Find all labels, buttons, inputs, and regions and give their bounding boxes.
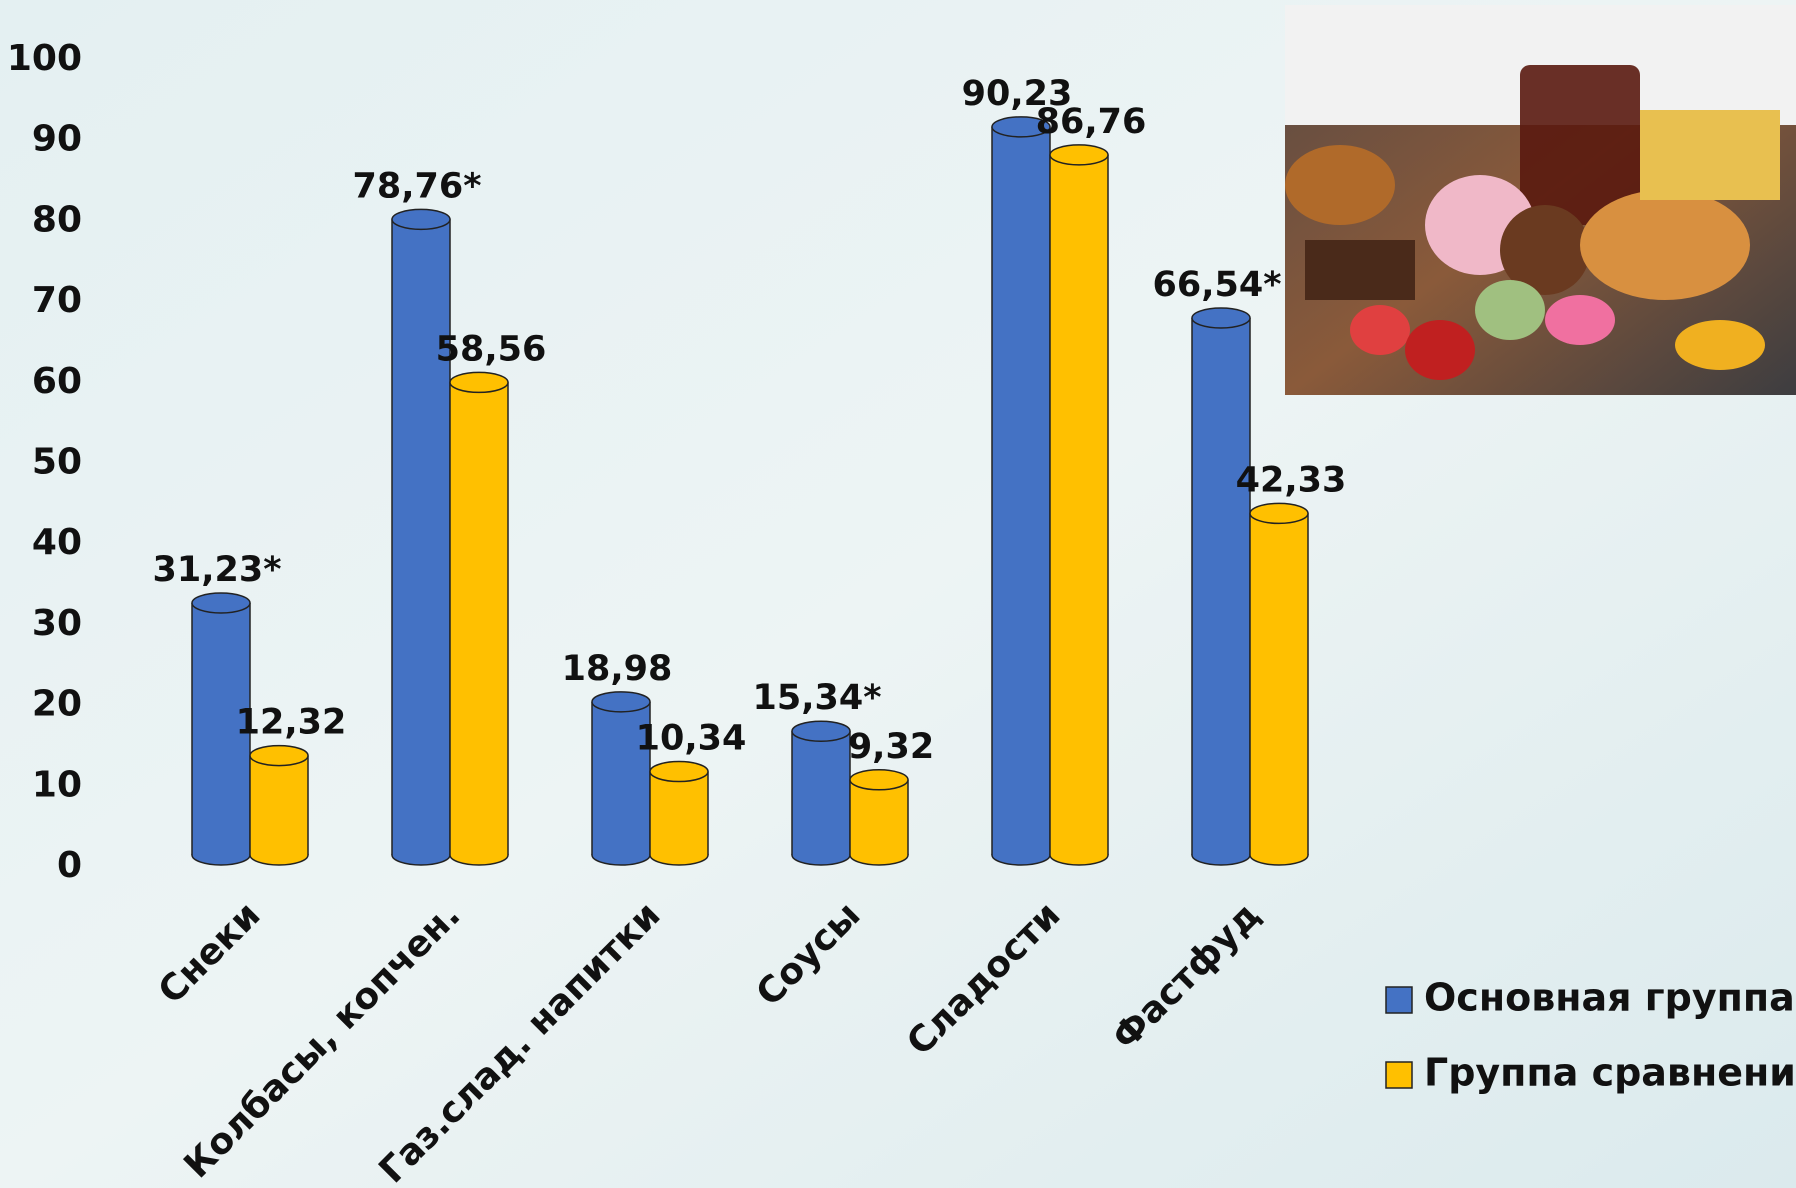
value-label: 58,56	[436, 329, 547, 369]
value-label: 42,33	[1236, 460, 1347, 500]
bar	[192, 602, 250, 855]
bar	[850, 779, 908, 855]
bar	[1250, 513, 1308, 855]
y-tick-label: 60	[32, 361, 82, 402]
y-tick-label: 40	[32, 522, 82, 563]
bar-top	[791, 720, 851, 742]
y-tick-label: 30	[32, 603, 82, 644]
bar-top	[849, 769, 909, 791]
bar-top	[249, 744, 309, 767]
legend-swatch	[1385, 1061, 1413, 1089]
value-label: 90,23	[962, 74, 1073, 114]
bar-top	[591, 691, 651, 713]
bar-top	[1049, 144, 1109, 166]
value-label: 12,32	[236, 703, 347, 743]
bar-top	[991, 116, 1051, 138]
value-label: 9,32	[848, 727, 934, 767]
value-label: 18,98	[562, 649, 673, 689]
bar-outline	[1049, 154, 1109, 855]
bar-top	[391, 208, 451, 231]
value-label: 86,76	[1036, 102, 1147, 142]
value-label: 15,34*	[752, 678, 881, 718]
bar	[992, 126, 1050, 856]
bar	[650, 771, 708, 855]
y-tick-label: 70	[32, 280, 82, 321]
bar	[392, 219, 450, 855]
bar-outline	[649, 771, 709, 855]
bar-top	[649, 760, 709, 783]
y-tick-label: 0	[57, 845, 82, 886]
bar-outline	[1249, 513, 1309, 855]
bar-outline	[449, 382, 509, 855]
bar	[1050, 154, 1108, 855]
bar-top	[1249, 502, 1309, 525]
legend-label: Группа сравнения	[1424, 1051, 1796, 1095]
y-tick-label: 90	[32, 119, 82, 160]
legend-label: Основная группа	[1424, 976, 1795, 1020]
value-label: 31,23*	[152, 550, 281, 590]
legend: Основная группа Группа сравнения	[1385, 976, 1796, 1095]
value-label: 66,54*	[1152, 265, 1281, 305]
y-tick-label: 10	[32, 764, 82, 805]
bar-outline	[249, 755, 309, 855]
y-tick-label: 100	[7, 38, 82, 79]
bar-top	[449, 371, 509, 394]
bar-outline	[849, 779, 909, 855]
y-tick-label: 80	[32, 199, 82, 240]
bar	[1192, 318, 1250, 855]
bar-top	[191, 592, 251, 614]
bar	[592, 701, 650, 855]
y-tick-label: 20	[32, 684, 82, 725]
y-tick-label: 50	[32, 442, 82, 483]
bar	[450, 382, 508, 855]
bar-top	[1191, 307, 1251, 329]
food-photo	[1285, 5, 1796, 395]
bar	[792, 731, 850, 855]
legend-swatch	[1385, 986, 1413, 1014]
value-label: 78,76*	[352, 166, 481, 206]
value-label: 10,34	[636, 719, 747, 759]
bar	[250, 755, 308, 855]
